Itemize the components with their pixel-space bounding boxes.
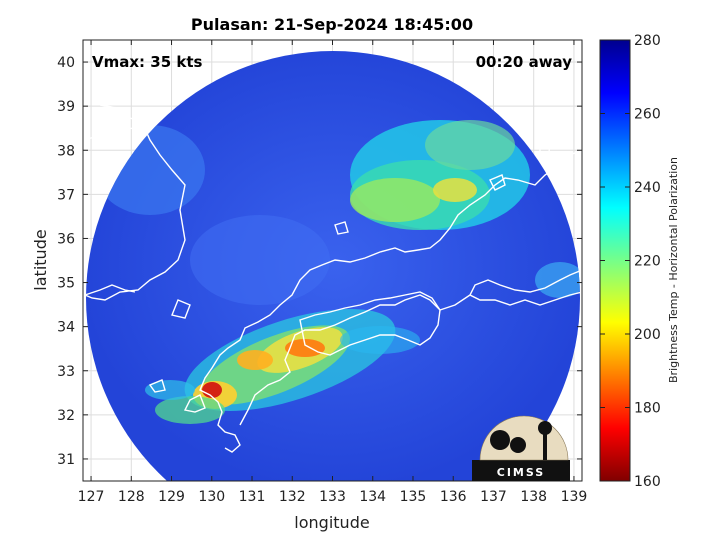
x-tick-label: 132 (279, 489, 306, 505)
brightness-temperature-swath (86, 51, 580, 481)
x-tick-label: 130 (198, 489, 225, 505)
coastlines (84, 69, 582, 453)
colorbar-tick-label: 180 (634, 401, 661, 417)
cimss-logo: CIMSS (472, 415, 570, 481)
colorbar-tick-label: 200 (634, 327, 661, 343)
y-tick-label: 40 (57, 55, 75, 71)
x-tick-label: 128 (118, 489, 145, 505)
colorbar-tick-label: 240 (634, 180, 661, 196)
x-tick-label: 135 (400, 489, 427, 505)
y-tick-label: 37 (57, 187, 75, 203)
y-tick-label: 39 (57, 99, 75, 115)
y-tick-label: 33 (57, 364, 75, 380)
y-tick-label: 35 (57, 276, 75, 292)
x-tick-label: 134 (359, 489, 386, 505)
colorbar-tick-label: 260 (634, 107, 661, 123)
colorbar-ticks: 160 180 200 220 240 260 280 (600, 33, 661, 490)
x-tick-label: 127 (78, 489, 105, 505)
y-tick-label: 31 (57, 452, 75, 468)
colorbar-label: Brightness Temp - Horizontal Polarizatio… (667, 157, 680, 383)
x-tick-label: 133 (319, 489, 346, 505)
x-tick-label: 136 (440, 489, 467, 505)
logo-text: CIMSS (497, 466, 545, 479)
x-tick-label: 138 (520, 489, 547, 505)
x-axis-ticks: 127 128 129 130 131 132 133 134 135 136 137 138 139 (78, 40, 588, 505)
y-tick-label: 32 (57, 408, 75, 424)
colorbar-tick-label: 280 (634, 33, 661, 49)
chart-title: Pulasan: 21-Sep-2024 18:45:00 (191, 15, 473, 34)
y-tick-label: 34 (57, 320, 75, 336)
y-axis-ticks: 31 32 33 34 35 36 37 38 39 40 (57, 55, 582, 468)
time-away-label: 00:20 away (476, 53, 573, 71)
y-tick-label: 38 (57, 143, 75, 159)
x-tick-label: 129 (158, 489, 185, 505)
x-tick-label: 139 (561, 489, 588, 505)
y-axis-label: latitude (31, 229, 50, 290)
colorbar-tick-label: 220 (634, 254, 661, 270)
water-tower-icon (538, 421, 552, 435)
dish-icon (490, 430, 510, 450)
x-axis-label: longitude (294, 513, 369, 532)
colorbar-tick-label: 160 (634, 474, 661, 490)
x-tick-label: 131 (239, 489, 266, 505)
x-tick-label: 137 (480, 489, 507, 505)
vmax-label: Vmax: 35 kts (92, 53, 202, 71)
y-tick-label: 36 (57, 231, 75, 247)
